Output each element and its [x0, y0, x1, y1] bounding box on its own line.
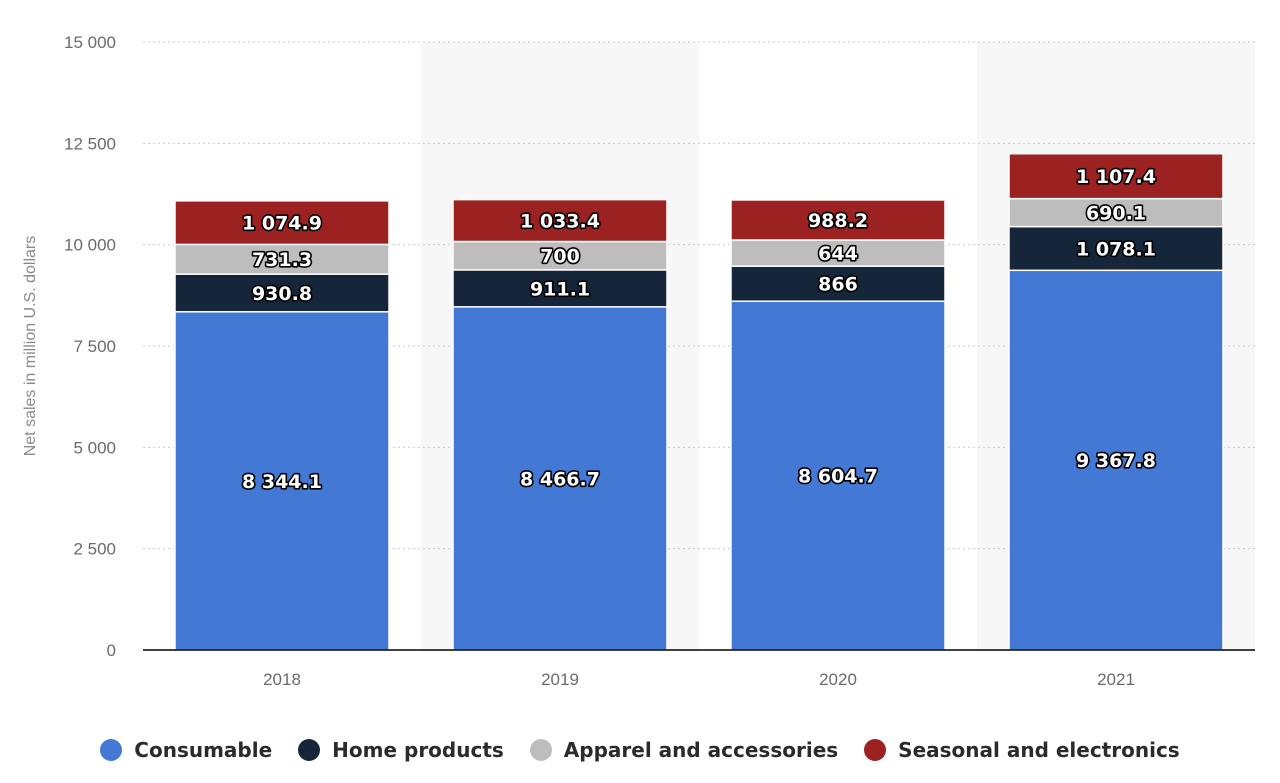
bar-segment[interactable] — [174, 243, 390, 275]
bar-segment[interactable] — [730, 199, 946, 241]
bar-segment[interactable] — [730, 265, 946, 302]
bar-segment[interactable] — [452, 198, 668, 243]
legend-label: Apparel and accessories — [563, 738, 839, 762]
bars: 8 344.1 930.8 731.3 1 074.9 8 466.7 911.1 700 1… — [174, 152, 1224, 651]
data-label: 731.3 — [252, 249, 312, 271]
bar-segment[interactable] — [174, 311, 390, 651]
legend-item-seasonal[interactable]: Seasonal and electronics — [864, 738, 1180, 762]
y-axis-ticks: 0 2 500 5 000 7 500 10 000 12 500 15 000 — [64, 33, 116, 660]
data-label: 866 — [818, 274, 858, 296]
data-label: 1 078.1 — [1076, 238, 1156, 260]
bar-stack-2021: 9 367.8 1 078.1 690.1 1 107.4 — [1008, 152, 1224, 651]
y-tick-label: 5 000 — [73, 438, 116, 457]
data-label: 9 367.8 — [1076, 450, 1156, 472]
x-tick-label: 2019 — [541, 670, 579, 689]
data-label: 911.1 — [530, 278, 590, 300]
bar-stack-2020: 8 604.7 866 644 988.2 — [730, 199, 946, 651]
y-tick-label: 2 500 — [73, 540, 116, 559]
data-label: 988.2 — [808, 210, 868, 232]
legend-label: Home products — [332, 738, 504, 762]
x-tick-label: 2020 — [819, 670, 857, 689]
x-tick-label: 2021 — [1097, 670, 1135, 689]
y-tick-label: 12 500 — [64, 134, 116, 153]
legend-item-apparel[interactable]: Apparel and accessories — [529, 738, 839, 762]
y-tick-label: 7 500 — [73, 337, 116, 356]
y-tick-label: 10 000 — [64, 236, 116, 255]
legend-dot-home-products — [298, 739, 321, 761]
y-tick-label: 0 — [107, 641, 116, 660]
legend-item-consumable[interactable]: Consumable — [100, 738, 272, 762]
data-label: 644 — [818, 243, 858, 265]
bar-segment[interactable] — [1008, 152, 1224, 200]
data-label: 1 074.9 — [242, 213, 322, 235]
bar-segment[interactable] — [452, 240, 668, 271]
data-label: 1 033.4 — [520, 211, 600, 233]
data-label: 700 — [540, 246, 580, 268]
bar-stack-2018: 8 344.1 930.8 731.3 1 074.9 — [174, 200, 390, 651]
data-label: 8 344.1 — [242, 471, 322, 493]
bar-segment[interactable] — [730, 300, 946, 651]
x-axis-ticks: 2018 2019 2020 2021 — [263, 670, 1135, 689]
bar-stack-2019: 8 466.7 911.1 700 1 033.4 — [452, 198, 668, 651]
legend-dot-consumable — [100, 739, 123, 761]
bar-segment[interactable] — [1008, 225, 1224, 272]
legend-item-home-products[interactable]: Home products — [298, 738, 504, 762]
bar-segment[interactable] — [452, 306, 668, 651]
data-label: 930.8 — [252, 283, 312, 305]
bar-segment[interactable] — [452, 269, 668, 308]
y-axis-label: Net sales in million U.S. dollars — [22, 236, 39, 457]
legend-dot-apparel — [529, 739, 552, 761]
legend: Consumable Home products Apparel and acc… — [0, 730, 1280, 770]
bar-segment[interactable] — [730, 239, 946, 267]
data-label: 1 107.4 — [1076, 166, 1156, 188]
bar-segment[interactable] — [1008, 269, 1224, 651]
data-label: 8 604.7 — [798, 466, 878, 488]
data-label: 690.1 — [1086, 203, 1146, 225]
legend-label: Consumable — [134, 738, 273, 762]
legend-dot-seasonal — [864, 739, 887, 761]
legend-label: Seasonal and electronics — [898, 738, 1180, 762]
bar-segment[interactable] — [174, 200, 390, 246]
x-tick-label: 2018 — [263, 670, 301, 689]
data-label: 8 466.7 — [520, 468, 600, 490]
y-tick-label: 15 000 — [64, 33, 116, 52]
